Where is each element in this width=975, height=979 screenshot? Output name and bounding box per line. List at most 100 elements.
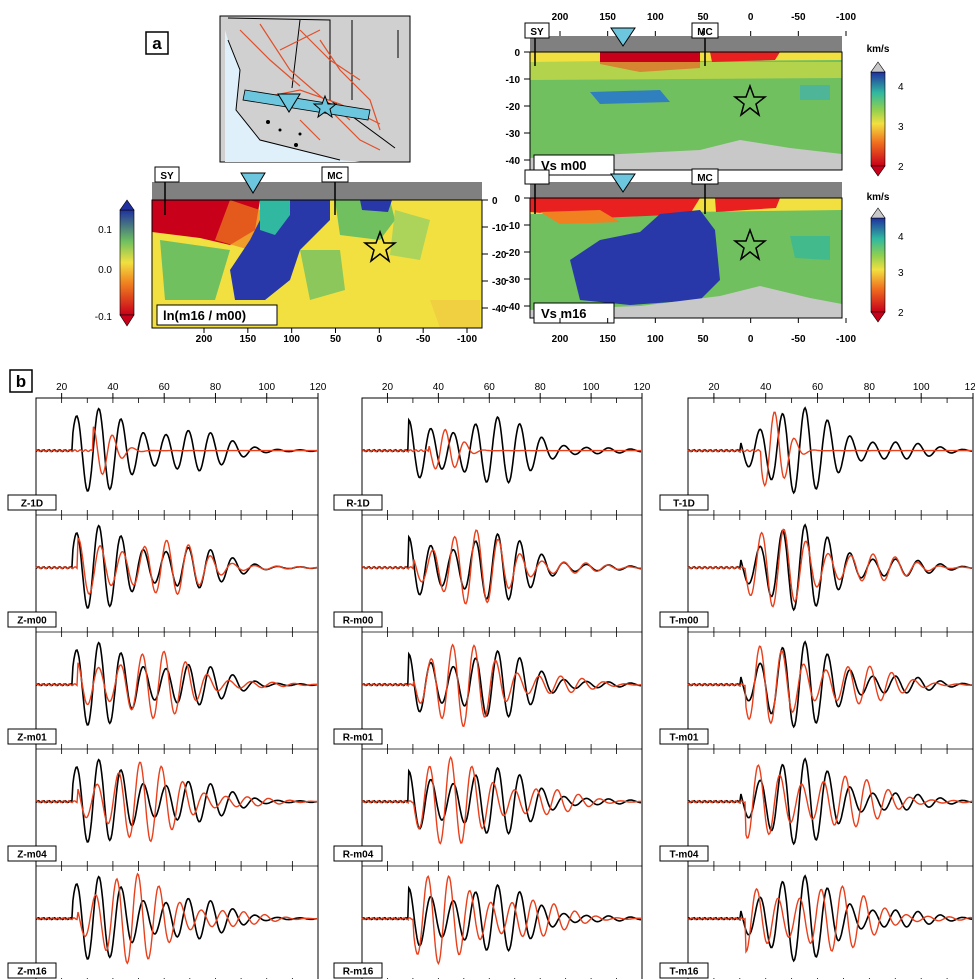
depth-tick-1-3: -30 [506, 275, 521, 286]
vs-m16-unit: km/s [867, 192, 890, 203]
trace-label-Z-m00: Z-m00 [17, 616, 47, 627]
vs-m00-epicenter-star [732, 83, 768, 117]
trace-label-T-m16: T-m16 [670, 967, 699, 978]
trace-data-R-m04 [361, 766, 642, 835]
depth-axis: 0 -10 -20 -30 -40 0 -10 -20 -30 -40 0 -10 -20 -30 -40 [482, 48, 530, 315]
vs-m16-xtick-0: 200 [552, 334, 569, 345]
trace-label-R-m01: R-m01 [343, 733, 374, 744]
ratio-depth-tick-0: 0 [492, 196, 498, 207]
time-tick-top-R-5: 120 [634, 382, 651, 393]
trace-label-T-1D: T-1D [673, 499, 695, 510]
trace-label-Z-1D: Z-1D [21, 499, 43, 510]
time-tick-top-T-5: 120 [965, 382, 975, 393]
trace-synthetic-Z-1D [35, 426, 317, 476]
trace-synthetic-T-1D [687, 411, 972, 487]
vs-m16-station-marker [610, 173, 636, 193]
trace-data-R-m16 [361, 883, 642, 952]
ratio-station-a: SY [160, 171, 174, 182]
time-tick-top-Z-3: 80 [210, 382, 222, 393]
ratio-cbar-tick-1: 0.0 [98, 265, 112, 276]
trace-label-Z-m04: Z-m04 [17, 850, 47, 861]
ratio-depth-tick-1: -10 [492, 223, 507, 234]
depth-tick-0-2: -20 [506, 102, 521, 113]
inset-map [219, 15, 411, 163]
trace-synthetic-R-m16 [361, 875, 642, 966]
trace-label-Z-m16: Z-m16 [17, 967, 47, 978]
ratio-xtick-6: -100 [457, 334, 477, 345]
vs-m00-station-marker [610, 27, 636, 47]
ratio-cbar-tick-2: -0.1 [95, 312, 113, 323]
ratio-panel-title: ln(m16 / m00) [163, 308, 246, 323]
trace-synthetic-T-m01 [687, 645, 973, 725]
time-tick-top-Z-5: 120 [310, 382, 327, 393]
time-tick-top-R-1: 40 [433, 382, 445, 393]
trace-label-R-1D: R-1D [346, 499, 369, 510]
vs-m00-cbar-tick-0: 4 [898, 82, 904, 93]
time-tick-top-T-4: 100 [913, 382, 930, 393]
trace-synthetic-Z-m16 [36, 872, 318, 965]
depth-tick-1-1: -10 [506, 221, 521, 232]
time-tick-top-R-3: 80 [535, 382, 547, 393]
panel-b-label: b [16, 372, 26, 391]
vs-m16-title: Vs m16 [541, 306, 587, 321]
vs-m00-xtick-5: -50 [791, 12, 806, 23]
vs-m00-title: Vs m00 [541, 158, 587, 173]
vs-m16-xtick-6: -100 [836, 334, 856, 345]
depth-tick-0-0: 0 [514, 48, 520, 59]
vs-m00-cbar-tick-2: 2 [898, 162, 904, 173]
depth-tick-1-4: -40 [506, 302, 521, 313]
vs-m16-xtick-5: -50 [791, 334, 806, 345]
time-tick-top-Z-0: 20 [56, 382, 68, 393]
trace-column-Z: 2020404060608080100100120120Z-1DZ-m00Z-m… [7, 382, 327, 979]
vs-m16-station-b: MC [697, 173, 713, 184]
trace-data-Z-m04 [35, 758, 318, 843]
ratio-xtick-1: 150 [239, 334, 256, 345]
trace-data-R-1D [361, 415, 642, 484]
ratio-xtick-2: 100 [283, 334, 300, 345]
ratio-xtick-5: -50 [416, 334, 431, 345]
trace-synthetic-R-1D [361, 428, 641, 470]
depth-tick-1-2: -20 [506, 248, 521, 259]
ratio-station-b: MC [327, 171, 343, 182]
ratio-depth-tick-4: -40 [492, 304, 507, 315]
time-tick-top-Z-4: 100 [258, 382, 275, 393]
time-tick-top-T-3: 80 [864, 382, 876, 393]
vs-m00-xtick-3: 50 [697, 12, 709, 23]
vs-m16-xtick-1: 150 [599, 334, 616, 345]
vs-m00-xtick-6: -100 [836, 12, 856, 23]
panel-a: a [95, 12, 904, 345]
trace-synthetic-R-m04 [361, 755, 641, 845]
fault-lines [239, 23, 381, 151]
trace-label-R-m16: R-m16 [343, 967, 374, 978]
vs-m00-xtick-4: 0 [748, 12, 754, 23]
vs-m16-xtick-2: 100 [647, 334, 664, 345]
depth-tick-0-4: -40 [506, 156, 521, 167]
depth-tick-0-3: -30 [506, 129, 521, 140]
panel-b: b 20 20 40 40 60 60 80 80 100 100 120 120 Z-1D Z-m00 Z… [7, 369, 975, 979]
vs-m16-cbar-tick-1: 3 [898, 268, 904, 279]
trace-data-Z-m01 [35, 641, 318, 726]
vs-m00-panel: SY MC Vs m00 km/s 4 3 2 200 150 100 50 0 -50 -… [524, 12, 904, 177]
trace-column-T: 2020404060608080100100120120T-1DT-m00T-m… [659, 382, 975, 979]
vs-m00-xtick-0: 200 [552, 12, 569, 23]
trace-synthetic-Z-m00 [35, 537, 318, 596]
trace-label-T-m01: T-m01 [670, 733, 699, 744]
trace-synthetic-T-m16 [687, 885, 973, 954]
panel-a-label: a [152, 34, 162, 53]
trace-data-R-m01 [361, 649, 642, 718]
ratio-panel: SY MC ln(m16 / m00) 0.1 0.0 -0.1 200 150 1… [95, 166, 483, 345]
depth-tick-1-0: 0 [514, 194, 520, 205]
ratio-depth-tick-3: -30 [492, 277, 507, 288]
ratio-xtick-3: 50 [330, 334, 342, 345]
time-tick-top-T-0: 20 [708, 382, 720, 393]
ratio-station-marker [240, 172, 266, 194]
vs-m16-xtick-3: 50 [697, 334, 709, 345]
trace-synthetic-T-m04 [687, 764, 973, 839]
trace-column-R: 2020404060608080100100120120R-1DR-m00R-m… [333, 382, 651, 979]
depth-tick-0-1: -10 [506, 75, 521, 86]
time-tick-top-Z-2: 60 [159, 382, 171, 393]
time-tick-top-R-0: 20 [382, 382, 394, 393]
vs-m00-xtick-1: 150 [599, 12, 616, 23]
trace-label-T-m00: T-m00 [670, 616, 699, 627]
ratio-xtick-4: 0 [377, 334, 383, 345]
